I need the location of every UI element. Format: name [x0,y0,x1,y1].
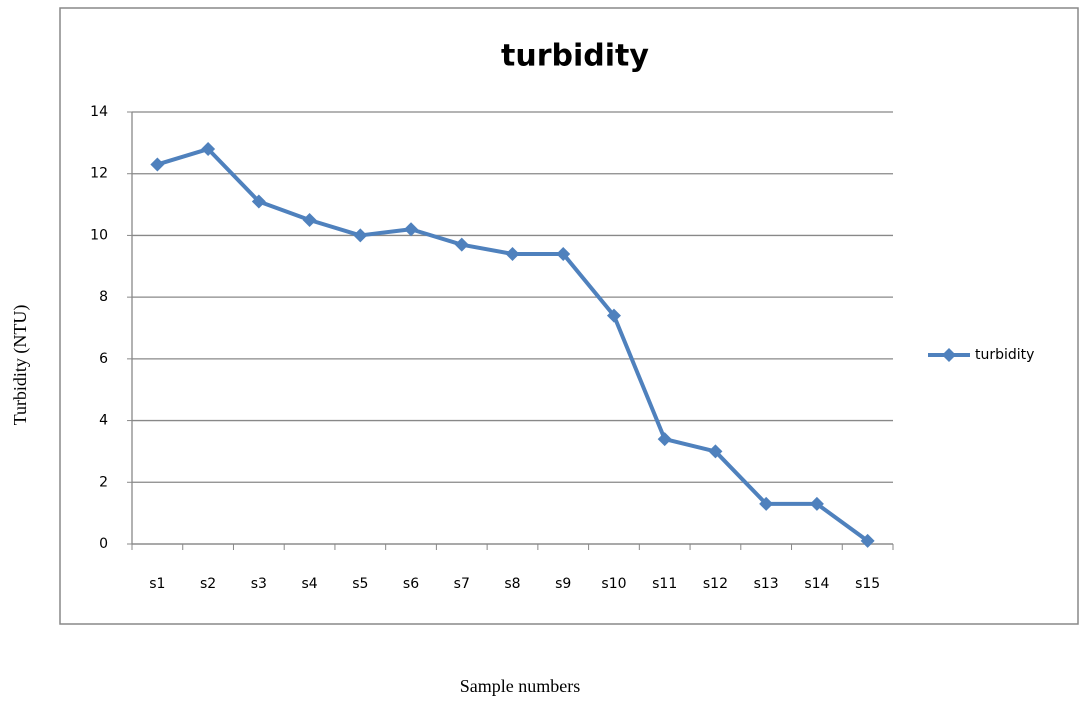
marker [556,246,571,261]
x-tick-label: s9 [555,576,571,592]
x-tick-label: s15 [855,576,880,592]
y-tick-label: 4 [99,413,108,429]
marker [302,213,317,227]
y-tick-label: 2 [99,474,108,490]
x-tick-label: s14 [804,576,829,592]
chart-frame [59,7,1079,625]
x-tick-label: s6 [403,576,419,592]
x-tick-label: s12 [703,576,728,592]
marker [251,194,266,209]
legend-marker [942,348,956,362]
x-tick-label: s10 [601,576,626,592]
x-tick-label: s5 [352,576,368,592]
x-tick-label: s1 [149,576,165,592]
marker [708,444,723,459]
marker [404,222,419,237]
y-tick-label: 10 [90,227,108,243]
marker [353,228,368,243]
marker [657,432,672,447]
marker [759,496,774,511]
y-tick-label: 0 [99,536,108,552]
x-tick-label: s8 [504,576,520,592]
x-tick-label: s7 [454,576,470,592]
y-axis-label: Turbidity (NTU) [10,305,31,426]
marker [150,157,165,172]
chart-title: turbidity [501,39,649,74]
x-tick-label: s3 [251,576,267,592]
marker [505,246,520,261]
marker [606,308,621,323]
marker [454,237,469,252]
legend-label: turbidity [975,347,1034,363]
marker [201,142,216,157]
marker [860,533,875,548]
y-tick-label: 6 [99,351,108,367]
y-tick-label: 14 [90,104,108,120]
x-tick-label: s2 [200,576,216,592]
marker [809,496,824,511]
y-tick-label: 8 [99,289,108,305]
y-tick-label: 12 [90,166,108,182]
x-tick-label: s13 [754,576,779,592]
x-tick-label: s4 [301,576,317,592]
x-axis-label: Sample numbers [460,676,580,696]
x-tick-label: s11 [652,576,677,592]
